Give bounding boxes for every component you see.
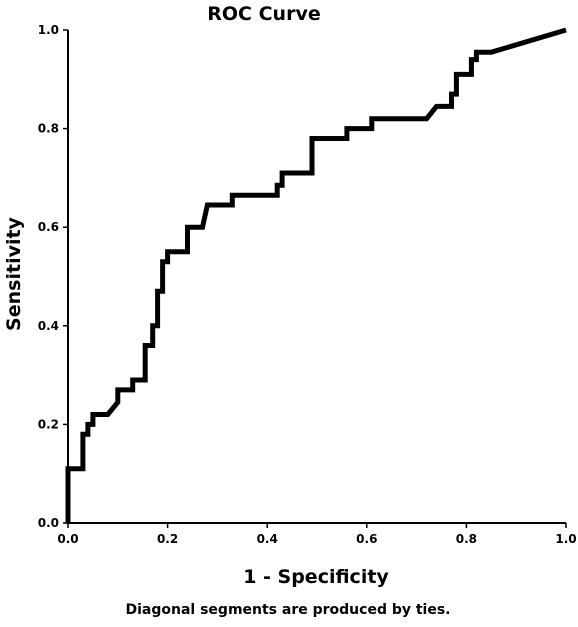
x-tick-label: 0.0: [57, 532, 78, 546]
x-tick-label: 0.4: [257, 532, 278, 546]
x-axis-label: 1 - Specificity: [243, 566, 389, 588]
y-tick-label: 1.0: [38, 23, 59, 37]
x-tick-label: 0.2: [157, 532, 178, 546]
x-tick-label: 1.0: [555, 532, 576, 546]
roc-curve-line: [65, 27, 567, 523]
y-axis-label: Sensitivity: [3, 216, 25, 330]
y-tick-label: 0.4: [38, 319, 59, 333]
x-tick-label: 0.8: [456, 532, 477, 546]
y-tick-label: 0.6: [38, 220, 59, 234]
plot-area: 0.0 0.2 0.4 0.6 0.8 1.0 0.0 0.2 0.4 0.6 0.8 1.0: [38, 23, 577, 546]
x-tick-label: 0.6: [356, 532, 377, 546]
y-tick-label: 0.0: [38, 516, 59, 530]
chart-title: ROC Curve: [207, 3, 320, 25]
y-tick-label: 0.2: [38, 417, 59, 431]
footnote: Diagonal segments are produced by ties.: [126, 602, 451, 618]
y-tick-label: 0.8: [38, 122, 59, 136]
